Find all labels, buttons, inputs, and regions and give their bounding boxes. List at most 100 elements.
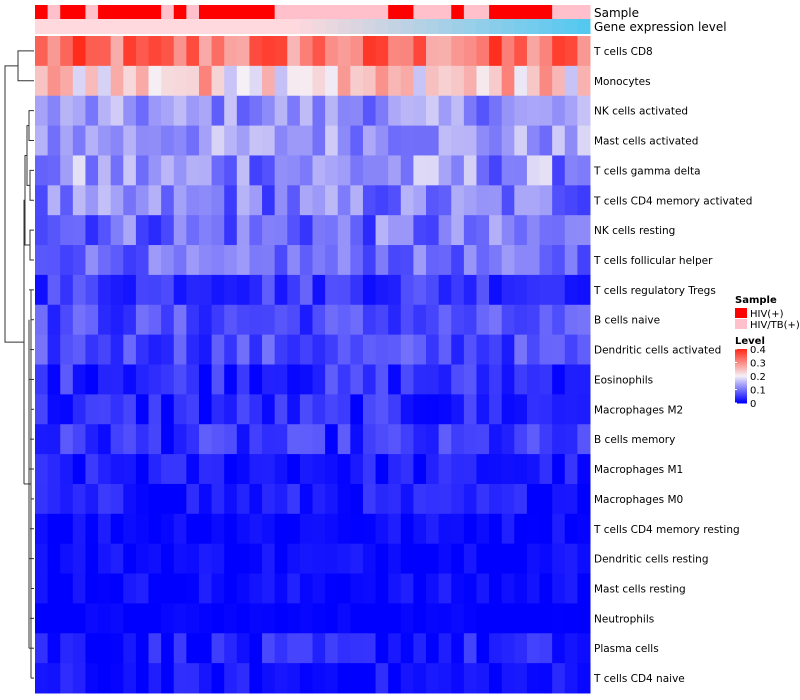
heatmap-cell: [47, 364, 61, 395]
heatmap-cell: [489, 215, 503, 246]
heatmap-cell: [476, 36, 490, 67]
heatmap-cell: [72, 513, 86, 545]
heatmap-cell: [287, 125, 301, 156]
heatmap-cell: [274, 513, 288, 545]
heatmap-cell: [362, 334, 377, 365]
heatmap-cell: [98, 274, 112, 306]
heatmap-cell: [350, 274, 364, 306]
heatmap-cell: [350, 36, 364, 67]
heatmap-cell: [85, 155, 99, 186]
heatmap-cell: [173, 334, 187, 365]
gene-expression-annotation-cell: [552, 19, 566, 34]
heatmap-cell: [299, 245, 313, 276]
dendrogram-branch: [29, 169, 34, 201]
legend-gradient-step: [735, 383, 747, 385]
legend-gradient-step: [735, 367, 747, 369]
heatmap-cell: [186, 185, 200, 216]
heatmap-cell: [463, 36, 477, 67]
heatmap-cell: [539, 364, 553, 395]
heatmap-cell: [236, 65, 250, 97]
heatmap-cell: [463, 125, 477, 156]
heatmap-cell: [211, 364, 225, 395]
heatmap-cell: [299, 65, 313, 97]
sample-annotation-cell: [161, 5, 175, 19]
heatmap-cell: [312, 125, 326, 156]
heatmap-cell: [274, 36, 288, 67]
heatmap-cell: [173, 245, 187, 276]
heatmap-cell: [451, 155, 465, 186]
heatmap-cell: [514, 274, 528, 306]
heatmap-cell: [249, 36, 263, 67]
heatmap-cell: [148, 155, 162, 186]
heatmap-cell: [110, 603, 124, 634]
heatmap-cell: [564, 543, 578, 575]
heatmap-cell: [375, 603, 389, 634]
heatmap-cell: [526, 663, 541, 694]
heatmap-cell: [489, 274, 503, 306]
heatmap-cell: [539, 274, 553, 306]
heatmap-cell: [413, 454, 427, 485]
heatmap-cell: [400, 483, 414, 515]
legend-gradient-step: [735, 395, 747, 397]
heatmap-cell: [299, 603, 313, 634]
heatmap-cell: [135, 663, 150, 694]
heatmap-cell: [173, 663, 187, 694]
heatmap-cell: [426, 185, 440, 216]
heatmap-cell: [312, 483, 326, 515]
sample-annotation-cell: [312, 5, 326, 19]
heatmap-cell: [476, 454, 490, 485]
legend-gradient-step: [735, 353, 747, 355]
row-label: Macrophages M1: [594, 464, 683, 476]
heatmap-cell: [47, 65, 61, 97]
legend-gradient-step: [735, 376, 747, 378]
heatmap-cell: [476, 215, 490, 246]
heatmap-cell: [72, 483, 86, 515]
heatmap-cell: [413, 424, 427, 455]
heatmap-cell: [135, 95, 150, 127]
heatmap-cell: [312, 573, 326, 604]
heatmap-cell: [287, 185, 301, 216]
heatmap-cell: [337, 424, 351, 455]
heatmap-cell: [514, 215, 528, 246]
heatmap-cell: [186, 274, 200, 306]
gene-expression-annotation-cell: [161, 19, 175, 34]
heatmap-cell: [312, 633, 326, 664]
heatmap-cell: [299, 274, 313, 306]
heatmap-cell: [463, 424, 477, 455]
heatmap-cell: [350, 543, 364, 575]
heatmap-cell: [262, 65, 276, 97]
heatmap-cell: [476, 424, 490, 455]
heatmap-cell: [552, 483, 566, 515]
heatmap-cell: [350, 394, 364, 425]
heatmap-cell: [463, 334, 477, 365]
heatmap-cell: [274, 483, 288, 515]
heatmap-cell: [501, 185, 515, 216]
heatmap-cell: [211, 633, 225, 664]
heatmap-cell: [400, 424, 414, 455]
gene-expression-annotation-cell: [375, 19, 389, 34]
heatmap-cell: [98, 95, 112, 127]
heatmap-cell: [274, 364, 288, 395]
heatmap-cell: [476, 125, 490, 156]
heatmap-cell: [489, 364, 503, 395]
heatmap-cell: [211, 36, 225, 67]
heatmap-cell: [375, 65, 389, 97]
heatmap-cell: [526, 304, 541, 336]
heatmap-cell: [274, 215, 288, 246]
heatmap-cell: [161, 155, 175, 186]
heatmap-cell: [110, 304, 124, 336]
heatmap-cell: [413, 364, 427, 395]
heatmap-cell: [85, 633, 99, 664]
heatmap-cell: [463, 483, 477, 515]
row-label: Monocytes: [594, 76, 651, 88]
row-labels: T cells CD8 Monocytes NK cells activated Ma…: [593, 46, 752, 685]
heatmap-cell: [148, 394, 162, 425]
heatmap-cell: [274, 633, 288, 664]
gene-expression-annotation-cell: [262, 19, 276, 34]
heatmap-cell: [98, 513, 112, 545]
heatmap-cell: [98, 215, 112, 246]
heatmap-cell: [362, 543, 377, 575]
heatmap-cell: [337, 215, 351, 246]
heatmap-cell: [110, 573, 124, 604]
heatmap-cell: [236, 304, 250, 336]
